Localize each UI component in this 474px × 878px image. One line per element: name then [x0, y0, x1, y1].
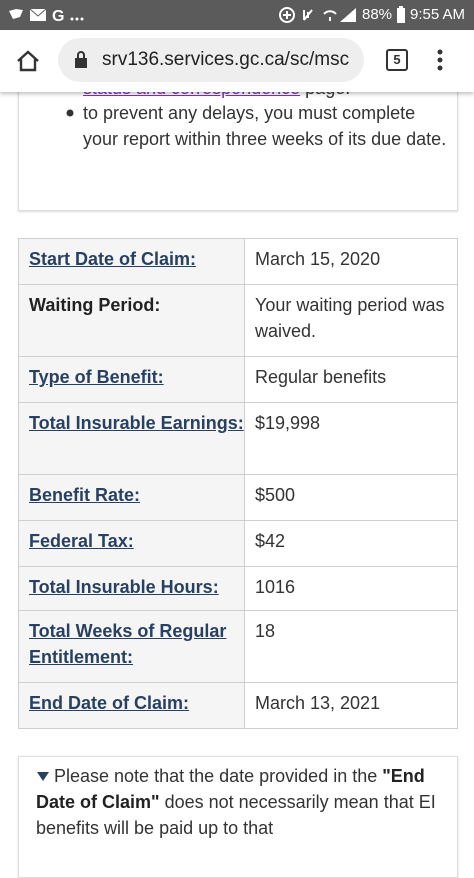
row-value: Regular benefits: [255, 367, 387, 387]
svg-text:G: G: [52, 8, 64, 23]
table-top-border: [18, 238, 458, 239]
note-after: does not necessarily mean that EI benefi…: [36, 792, 436, 838]
row-label[interactable]: Type of Benefit:: [19, 357, 245, 402]
battery-level: 88%: [362, 6, 393, 23]
table-row: Total Insurable Earnings: $19,998: [18, 403, 458, 475]
tab-switcher[interactable]: 5: [386, 49, 408, 71]
table-row: End Date of Claim: March 13, 2021: [18, 683, 458, 729]
row-value: $500: [255, 485, 296, 505]
row-label[interactable]: Total Weeks of Regular Entitlement:: [19, 611, 245, 682]
url-text: srv136.services.gc.ca/sc/msc: [102, 49, 350, 70]
home-button[interactable]: [16, 50, 40, 72]
battery-icon: [397, 6, 405, 23]
expand-icon[interactable]: [36, 770, 50, 782]
row-label: Waiting Period:: [19, 285, 245, 356]
row-value: 1016: [255, 577, 296, 597]
row-label[interactable]: Federal Tax:: [19, 521, 245, 566]
lock-icon: [75, 51, 87, 68]
address-bar[interactable]: srv136.services.gc.ca/sc/msc: [58, 38, 364, 82]
clock: 9:55 AM: [410, 6, 466, 23]
browser-toolbar: srv136.services.gc.ca/sc/msc 5: [0, 30, 474, 92]
table-row: Type of Benefit: Regular benefits: [18, 357, 458, 403]
row-value: March 15, 2020: [255, 249, 381, 269]
row-value: $19,998: [255, 413, 321, 433]
table-row: Total Insurable Hours: 1016: [18, 567, 458, 611]
row-value: 18: [255, 621, 276, 641]
note-before: Please note that the date provided in th…: [54, 766, 378, 786]
row-label[interactable]: Total Insurable Earnings:: [19, 403, 245, 474]
note-emphasis: "End Date of Claim": [36, 766, 425, 812]
row-value: $42: [255, 531, 286, 551]
note-text: Please note that the date provided in th…: [36, 763, 436, 841]
system-icons: [279, 7, 356, 23]
row-value: March 13, 2021: [255, 693, 381, 713]
bullet-text: to prevent any delays, you must complete…: [83, 103, 447, 149]
row-label[interactable]: End Date of Claim:: [19, 683, 245, 728]
row-label[interactable]: Start Date of Claim:: [19, 239, 245, 284]
bullet: [66, 109, 74, 117]
notification-icons: G: [9, 8, 84, 23]
status-bar: G 88% 9:55 AM: [0, 0, 474, 30]
row-value: Your waiting period was waived.: [255, 295, 445, 341]
row-label[interactable]: Benefit Rate:: [19, 475, 245, 520]
table-row: Federal Tax: $42: [18, 521, 458, 567]
row-label[interactable]: Total Insurable Hours:: [19, 567, 245, 610]
note-box: Please note that the date provided in th…: [18, 756, 458, 878]
table-row: Benefit Rate: $500: [18, 475, 458, 521]
table-row: Waiting Period: Your waiting period was w…: [18, 285, 458, 357]
menu-button[interactable]: [436, 48, 444, 72]
table-row: Total Weeks of Regular Entitlement: 18: [18, 611, 458, 683]
table-row: Start Date of Claim: March 15, 2020: [18, 239, 458, 285]
